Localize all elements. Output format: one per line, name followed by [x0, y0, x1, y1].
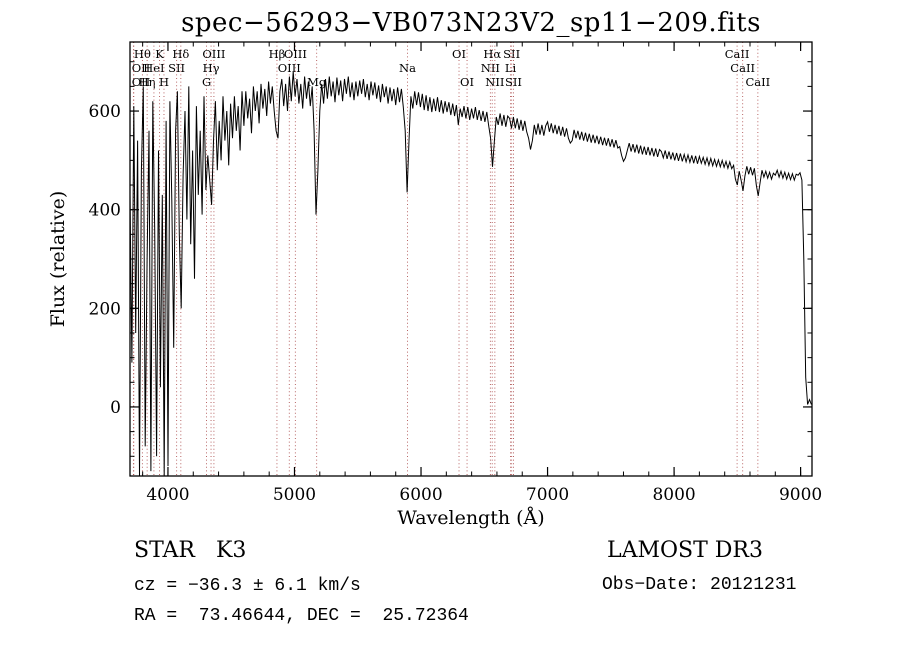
- spectral-line-label: OII: [132, 75, 151, 89]
- spectral-line-label: HeI: [143, 61, 164, 75]
- spectral-line-label: SII: [168, 61, 185, 75]
- x-tick-label: 7000: [526, 485, 569, 505]
- spectral-line-label: OIII: [202, 47, 225, 61]
- spectral-line-label: SII: [505, 75, 522, 89]
- y-tick-label: 0: [110, 398, 121, 418]
- x-tick-label: 8000: [652, 485, 695, 505]
- x-tick-label: 4000: [146, 485, 189, 505]
- spectral-line-label: NII: [481, 61, 500, 75]
- spectral-line-label: Hγ: [203, 61, 220, 75]
- spectrum-trace: [130, 71, 812, 476]
- x-axis-label: Wavelength (Å): [397, 507, 544, 529]
- chart-title: spec−56293−VB073N23V2_sp11−209.fits: [181, 8, 761, 38]
- spectral-line-label: OIII: [278, 61, 301, 75]
- spectral-line-label: Li: [505, 61, 517, 75]
- plot-border: [129, 41, 813, 477]
- spectral-line-label: Mg: [307, 75, 327, 89]
- spectral-line-label: OIII: [284, 47, 307, 61]
- spectral-line-label: OI: [460, 75, 474, 89]
- spectral-line-label: Hθ: [134, 47, 151, 61]
- coordinates-label: RA = 73.46644, DEC = 25.72364: [134, 606, 469, 626]
- spectral-line-label: CaII: [745, 75, 770, 89]
- spectral-line-label: Na: [399, 61, 416, 75]
- spectral-line-label: K: [155, 47, 164, 61]
- spectral-line-label: NII: [485, 75, 504, 89]
- y-tick-label: 400: [89, 201, 121, 221]
- y-tick-label: 600: [89, 102, 121, 122]
- spectral-line-label: H: [159, 75, 169, 89]
- cz-value-label: cz = −36.3 ± 6.1 km/s: [134, 576, 361, 596]
- object-class-label: STAR K3: [134, 538, 246, 563]
- spectral-line-label: CaII: [725, 47, 750, 61]
- spectral-line-label: Hα: [483, 47, 501, 61]
- spectral-line-label: SII: [503, 47, 520, 61]
- spectral-line-label: Hδ: [172, 47, 189, 61]
- x-tick-label: 6000: [399, 485, 442, 505]
- spectral-line-label: Hβ: [269, 47, 286, 61]
- spectral-line-label: OII: [132, 61, 151, 75]
- spectral-line-label: CaII: [730, 61, 755, 75]
- obs-date-label: Obs−Date: 20121231: [602, 575, 796, 595]
- x-tick-label: 9000: [779, 485, 822, 505]
- spectral-line-label: G: [202, 75, 211, 89]
- spectral-line-label: Hη: [139, 75, 156, 89]
- spectral-line-label: OI: [452, 47, 466, 61]
- y-tick-label: 200: [89, 299, 121, 319]
- y-axis-label: Flux (relative): [47, 191, 69, 328]
- x-tick-label: 5000: [273, 485, 316, 505]
- survey-label: LAMOST DR3: [607, 538, 763, 563]
